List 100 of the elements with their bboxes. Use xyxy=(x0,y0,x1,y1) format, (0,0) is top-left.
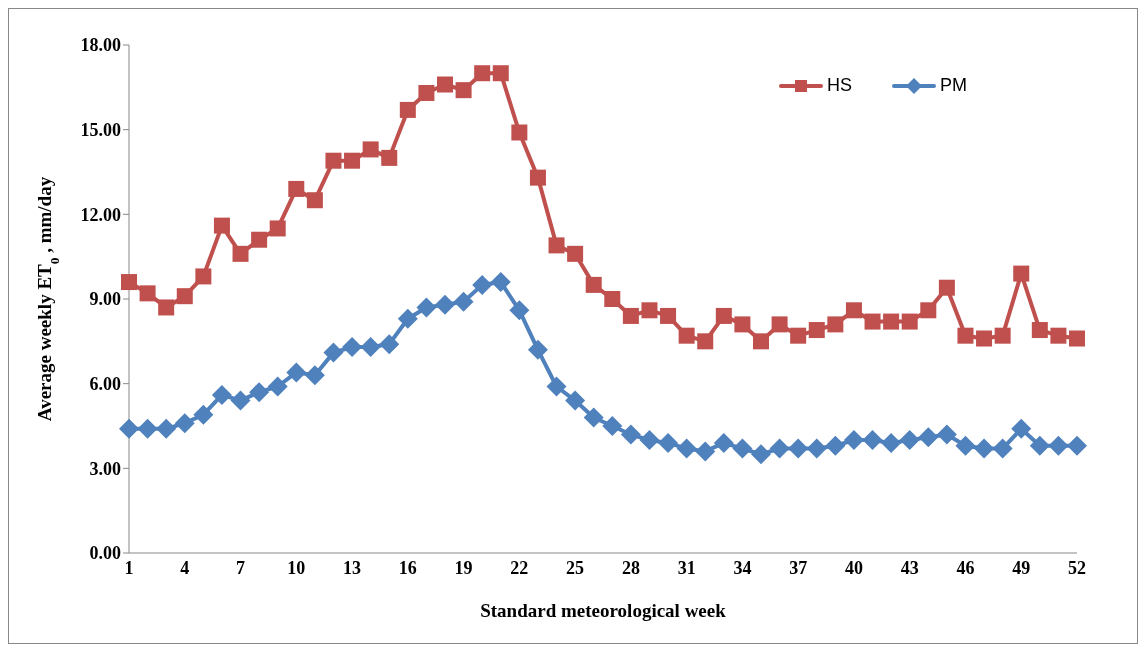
point xyxy=(753,333,769,350)
point xyxy=(360,336,381,357)
point xyxy=(546,376,567,397)
point xyxy=(193,404,214,425)
point xyxy=(137,418,158,439)
point xyxy=(158,299,175,316)
point xyxy=(397,308,418,329)
x-tick-label: 31 xyxy=(677,557,696,578)
legend-label: HS xyxy=(826,75,852,96)
point xyxy=(899,430,920,451)
x-tick-label: 16 xyxy=(398,557,417,578)
point xyxy=(676,438,697,459)
point xyxy=(119,418,139,439)
point xyxy=(286,362,307,383)
x-tick-label: 28 xyxy=(621,557,640,578)
point xyxy=(992,438,1013,459)
x-tick-label: 49 xyxy=(1012,557,1031,578)
point xyxy=(901,313,918,330)
point xyxy=(660,307,677,324)
point xyxy=(678,327,695,344)
point xyxy=(583,407,604,428)
point xyxy=(1011,418,1032,439)
point xyxy=(381,149,398,166)
point xyxy=(864,313,881,330)
point xyxy=(453,291,474,312)
point xyxy=(808,322,825,339)
point xyxy=(602,416,623,436)
x-tick-label: 52 xyxy=(1068,557,1086,578)
point xyxy=(344,152,361,169)
point xyxy=(139,285,156,302)
point xyxy=(548,237,565,254)
point xyxy=(472,274,493,295)
point xyxy=(174,413,195,434)
y-tick-label: 12.00 xyxy=(80,204,121,225)
point xyxy=(713,432,734,453)
point xyxy=(1048,435,1069,456)
x-tick-label: 25 xyxy=(566,557,585,578)
y-tick-label: 0.00 xyxy=(89,543,121,564)
point xyxy=(490,272,511,293)
point xyxy=(957,327,974,344)
point xyxy=(379,334,400,355)
x-tick-label: 19 xyxy=(454,557,473,578)
point xyxy=(567,245,584,262)
point xyxy=(565,390,586,411)
point xyxy=(325,152,342,169)
x-axis-title: Standard meteorological week xyxy=(480,600,727,621)
point xyxy=(845,302,862,319)
x-tick-label: 37 xyxy=(789,557,808,578)
point xyxy=(604,291,621,307)
point xyxy=(695,441,716,462)
point xyxy=(1069,330,1085,347)
point xyxy=(641,302,658,319)
point xyxy=(751,444,771,465)
point xyxy=(362,141,379,158)
point xyxy=(492,65,509,82)
point xyxy=(416,297,437,318)
point xyxy=(437,76,453,93)
point xyxy=(474,65,491,82)
point xyxy=(883,313,900,330)
point xyxy=(267,376,288,397)
point xyxy=(715,307,732,324)
point xyxy=(1050,327,1067,344)
point xyxy=(862,430,883,451)
point xyxy=(211,384,232,405)
point xyxy=(342,336,363,357)
point xyxy=(195,268,212,285)
point xyxy=(955,435,976,456)
x-tick-label: 34 xyxy=(733,557,752,578)
point xyxy=(121,274,137,291)
x-tick-label: 1 xyxy=(124,557,134,578)
point xyxy=(288,180,305,197)
point xyxy=(249,382,270,403)
point xyxy=(639,430,660,451)
point xyxy=(509,300,530,321)
point xyxy=(734,316,751,333)
point xyxy=(213,217,230,234)
point xyxy=(399,101,416,118)
point xyxy=(918,427,939,448)
point xyxy=(251,231,268,248)
point xyxy=(938,279,955,296)
point xyxy=(994,327,1011,344)
point xyxy=(825,435,846,456)
y-tick-label: 15.00 xyxy=(80,120,121,141)
point xyxy=(527,339,548,360)
x-tick-label: 22 xyxy=(510,557,529,578)
point xyxy=(323,342,344,363)
point xyxy=(976,330,993,347)
point xyxy=(306,192,323,209)
point xyxy=(585,276,602,293)
point xyxy=(156,418,177,439)
point xyxy=(1013,265,1030,282)
point xyxy=(511,124,528,141)
x-tick-label: 43 xyxy=(900,557,919,578)
point xyxy=(1031,322,1048,339)
point xyxy=(435,294,455,315)
y-tick-label: 6.00 xyxy=(89,374,121,395)
point xyxy=(620,424,641,445)
point xyxy=(881,432,902,453)
point xyxy=(843,430,864,451)
point xyxy=(176,288,193,305)
